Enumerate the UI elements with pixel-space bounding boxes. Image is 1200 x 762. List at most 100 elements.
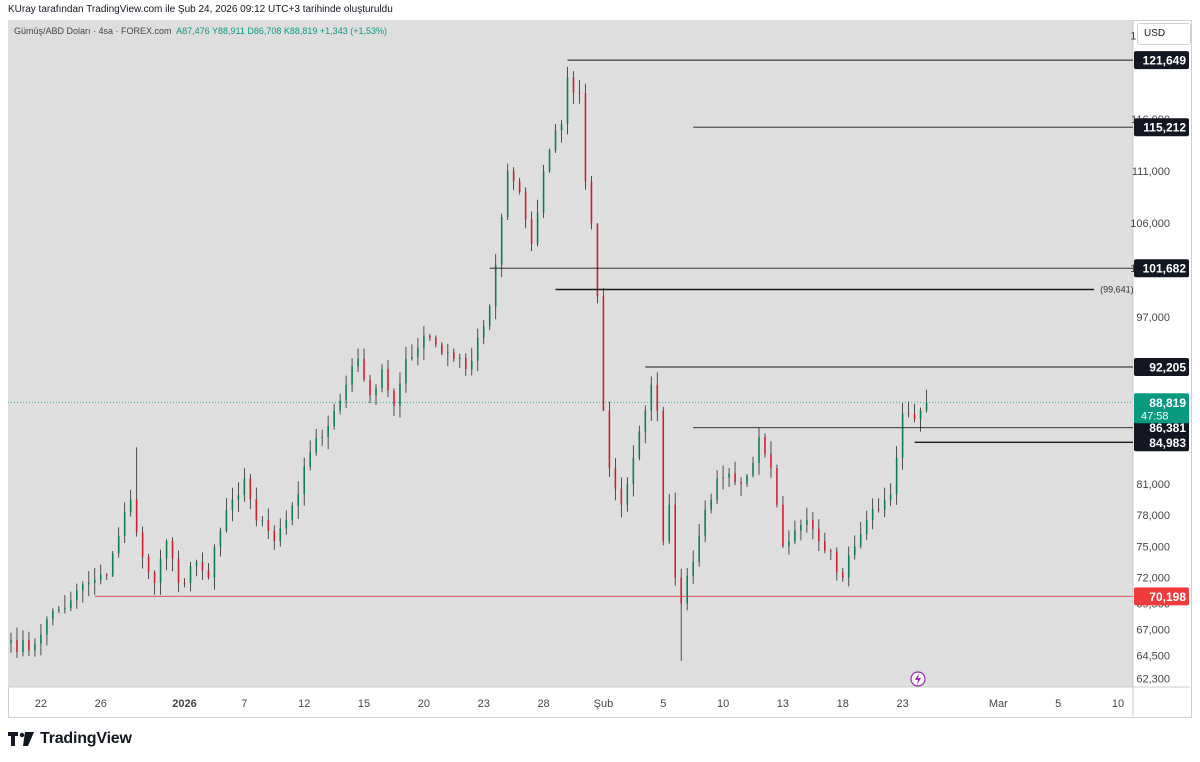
candle-body xyxy=(171,541,174,559)
candle-body xyxy=(453,352,455,359)
candle xyxy=(841,567,844,582)
candle xyxy=(494,254,497,320)
candle-body xyxy=(770,453,772,469)
price-level-label: 84,983 xyxy=(1149,436,1186,450)
candle xyxy=(907,401,910,418)
candle-body xyxy=(698,535,700,562)
candle xyxy=(740,477,742,496)
candle-body xyxy=(147,556,150,572)
candle-body xyxy=(668,504,671,542)
candle xyxy=(219,527,222,557)
candle xyxy=(506,163,509,220)
x-tick-label: Mar xyxy=(989,698,1008,710)
tradingview-logo-text: TradingView xyxy=(40,730,132,747)
candle-body xyxy=(542,171,545,213)
candle xyxy=(566,66,569,135)
candle-body xyxy=(339,400,341,411)
candle-body xyxy=(800,524,802,531)
candle xyxy=(530,211,533,252)
price-level-label: 115,212 xyxy=(1143,121,1186,135)
candle-body xyxy=(728,473,730,478)
candle xyxy=(464,353,467,376)
candle xyxy=(423,325,425,361)
candle-body xyxy=(865,520,868,534)
candle xyxy=(560,119,563,143)
price-level-label: 86,381 xyxy=(1149,421,1186,435)
candle-body xyxy=(776,468,778,505)
plot-area[interactable] xyxy=(8,20,1133,687)
candle xyxy=(387,360,389,398)
candle xyxy=(698,524,700,567)
candle xyxy=(40,623,42,656)
x-tick-label: 2026 xyxy=(172,698,196,710)
candle xyxy=(818,519,820,552)
candle-body xyxy=(363,358,365,380)
tradingview-logo[interactable]: TradingView xyxy=(8,730,132,748)
candle-body xyxy=(847,555,850,578)
candle-body xyxy=(596,223,599,297)
candle-body xyxy=(76,590,78,601)
candle xyxy=(369,374,371,403)
candle xyxy=(865,510,868,541)
candle-body xyxy=(482,326,485,338)
candle-body xyxy=(405,358,407,384)
candle xyxy=(518,177,521,195)
candle-body xyxy=(895,457,898,495)
candle xyxy=(141,526,144,569)
symbol-name: Gümüş/ABD Doları · 4sa · FOREX.com xyxy=(14,26,172,36)
candle xyxy=(273,525,276,550)
x-tick-label: 13 xyxy=(777,698,789,710)
price-level-label: (99,641) xyxy=(1100,284,1134,294)
lightning-icon[interactable] xyxy=(910,671,926,687)
price-level-tag xyxy=(1134,357,1189,376)
candle-body xyxy=(261,520,264,522)
candle-body xyxy=(853,546,856,556)
candle xyxy=(82,581,84,603)
candle-body xyxy=(518,181,521,192)
candle-body xyxy=(201,561,204,571)
candle xyxy=(279,518,282,547)
candle-body xyxy=(225,509,228,531)
candle xyxy=(704,500,706,543)
candle-body xyxy=(111,553,114,576)
candle-body xyxy=(303,466,306,495)
candle-body xyxy=(464,357,467,370)
symbol-low: D86,708 xyxy=(247,26,282,36)
candle-body xyxy=(249,478,252,500)
candle xyxy=(345,375,347,409)
candle xyxy=(333,403,335,430)
candle xyxy=(596,223,599,304)
candle-body xyxy=(578,92,581,94)
candle xyxy=(512,167,515,190)
candle xyxy=(578,79,581,104)
candle xyxy=(16,627,18,659)
candle-body xyxy=(710,499,712,510)
candle xyxy=(889,483,892,507)
candle xyxy=(883,487,886,518)
candle-body xyxy=(70,600,72,609)
candle-body xyxy=(584,92,587,182)
candle-body xyxy=(764,436,766,454)
candle-body xyxy=(476,337,479,361)
candle xyxy=(249,474,252,510)
candle xyxy=(626,477,629,512)
candle xyxy=(614,458,617,501)
price-levels: 121,649 115,212 101,682 (99,641) 92,205 86,38… xyxy=(94,51,1189,606)
candle xyxy=(686,567,688,611)
candle xyxy=(327,415,329,450)
candle xyxy=(812,511,814,540)
candle-body xyxy=(901,412,904,458)
candle-body xyxy=(309,452,311,467)
price-level-tag xyxy=(1134,433,1189,452)
candle xyxy=(105,573,108,580)
candle-body xyxy=(638,431,641,458)
candle xyxy=(758,427,760,475)
candle xyxy=(99,564,102,585)
candle-body xyxy=(297,494,300,506)
candle xyxy=(87,571,90,597)
price-level-label: 101,682 xyxy=(1143,262,1187,276)
candle xyxy=(381,364,383,393)
y-tick-label: 75,000 xyxy=(1136,541,1170,553)
currency-button[interactable]: USD xyxy=(1137,23,1191,45)
